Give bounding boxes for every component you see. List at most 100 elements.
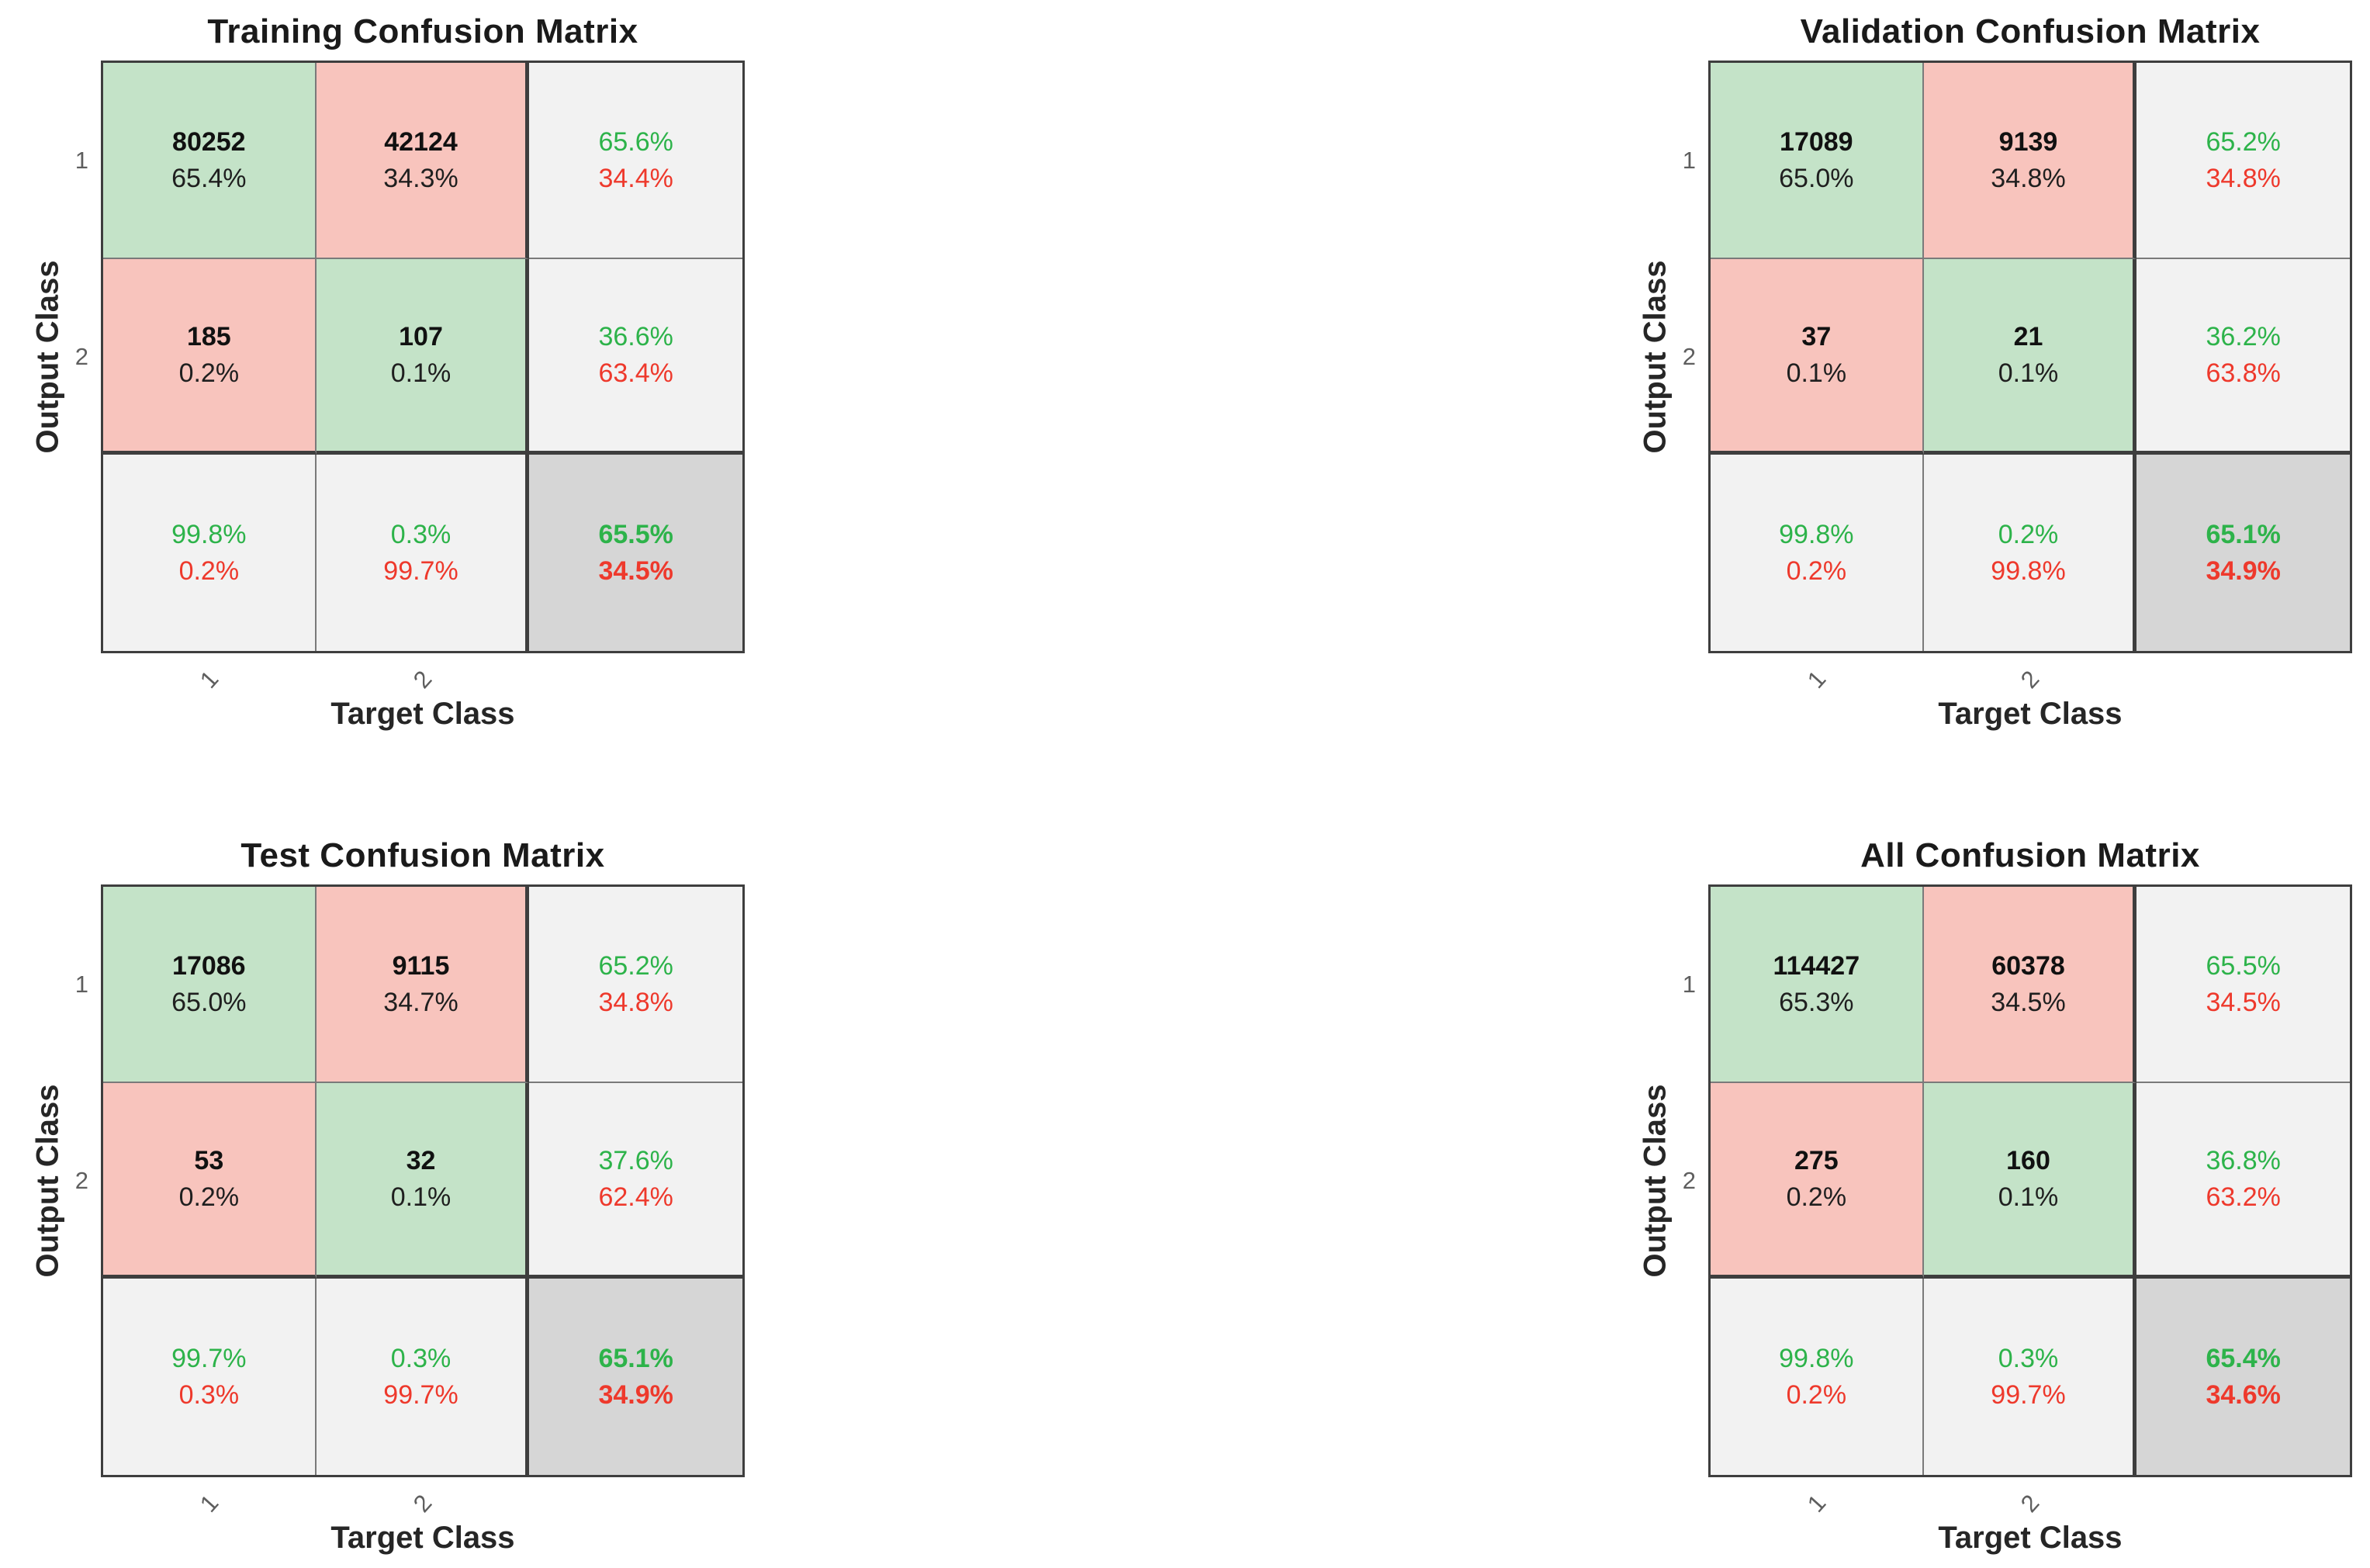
row1-summary-cell: 65.2% 34.8%	[2136, 63, 2350, 259]
cell-percent: 0.1%	[390, 358, 452, 388]
cell-count: 9139	[1998, 126, 2058, 157]
x-axis-label: Target Class	[1938, 1521, 2123, 1555]
summary-percent-green: 65.6%	[598, 126, 673, 157]
cell-count: 9115	[392, 950, 450, 981]
row1-summary-cell: 65.5% 34.5%	[2136, 887, 2350, 1083]
y-tick-label-2: 2	[74, 1167, 88, 1194]
summary-percent-red: 34.5%	[2206, 987, 2281, 1017]
cell-output1-target2: 9139 34.8%	[1923, 63, 2137, 259]
summary-percent-green: 36.8%	[2206, 1145, 2281, 1175]
y-axis-label: Output Class	[1638, 1084, 1673, 1278]
x-tick-label-1: 1	[194, 665, 224, 694]
cell-output2-target2: 21 0.1%	[1923, 258, 2137, 455]
cell-percent: 65.4%	[171, 163, 247, 193]
x-tick-label-2: 2	[407, 665, 438, 694]
cell-output2-target1: 53 0.2%	[103, 1082, 317, 1279]
overall-summary-cell: 65.5% 34.5%	[529, 455, 742, 651]
cell-count: 80252	[172, 126, 246, 157]
cell-count: 160	[2006, 1145, 2050, 1175]
summary-percent-green: 37.6%	[598, 1145, 673, 1175]
summary-percent-red: 0.2%	[1786, 556, 1847, 587]
summary-percent-green: 65.2%	[2206, 126, 2281, 157]
cell-output2-target2: 107 0.1%	[316, 258, 530, 455]
cell-percent: 65.0%	[1779, 163, 1854, 193]
confusion-matrix-grid: 80252 65.4% 42124 34.3% 65.6% 34.4% 185 …	[101, 61, 745, 653]
x-axis-ticks: 1 2	[1708, 653, 2352, 697]
y-tick-label-1: 1	[1682, 147, 1696, 174]
col1-summary-cell: 99.7% 0.3%	[103, 1279, 317, 1475]
x-axis-ticks: 1 2	[101, 1477, 745, 1521]
summary-percent-red: 63.8%	[2206, 358, 2281, 388]
cell-output2-target2: 32 0.1%	[316, 1082, 530, 1279]
cell-percent: 34.5%	[1991, 987, 2066, 1017]
cell-percent: 65.0%	[171, 987, 247, 1017]
summary-percent-red: 99.7%	[383, 556, 458, 587]
x-tick-label-2: 2	[2015, 665, 2045, 694]
cell-percent: 0.1%	[1998, 358, 2059, 388]
x-axis-label: Target Class	[330, 697, 515, 731]
cell-output1-target2: 9115 34.7%	[316, 887, 530, 1083]
summary-percent-green: 0.3%	[390, 1343, 452, 1373]
col2-summary-cell: 0.3% 99.7%	[316, 1279, 530, 1475]
chart-title: Training Confusion Matrix	[207, 12, 638, 50]
overall-percent-green: 65.4%	[2206, 1343, 2281, 1373]
chart-title: Validation Confusion Matrix	[1800, 12, 2261, 50]
cell-count: 17089	[1780, 126, 1853, 157]
cell-count: 32	[406, 1145, 436, 1175]
col2-summary-cell: 0.3% 99.7%	[316, 455, 530, 651]
confusion-matrix-grid: 17086 65.0% 9115 34.7% 65.2% 34.8% 53 0.…	[101, 884, 745, 1477]
cell-percent: 0.1%	[1998, 1182, 2059, 1212]
summary-percent-green: 0.2%	[1998, 519, 2059, 549]
cell-count: 53	[194, 1145, 224, 1175]
row1-summary-cell: 65.6% 34.4%	[529, 63, 742, 259]
summary-percent-green: 65.2%	[598, 950, 673, 981]
cell-output1-target1: 114427 65.3%	[1711, 887, 1924, 1083]
summary-percent-green: 65.5%	[2206, 950, 2281, 981]
cell-percent: 0.1%	[1786, 358, 1847, 388]
x-tick-label-2: 2	[407, 1489, 438, 1518]
all-confusion-matrix-panel: All Confusion Matrix Output Class 1 2 11…	[1623, 836, 2360, 1556]
cell-count: 185	[186, 321, 231, 351]
overall-summary-cell: 65.1% 34.9%	[529, 1279, 742, 1475]
col2-summary-cell: 0.3% 99.7%	[1923, 1279, 2137, 1475]
cell-output1-target2: 60378 34.5%	[1923, 887, 2137, 1083]
overall-percent-green: 65.5%	[598, 519, 673, 549]
summary-percent-green: 99.8%	[1779, 1343, 1854, 1373]
row2-summary-cell: 36.8% 63.2%	[2136, 1082, 2350, 1279]
cell-percent: 0.1%	[390, 1182, 452, 1212]
y-tick-label-1: 1	[74, 147, 88, 174]
summary-percent-green: 0.3%	[390, 519, 452, 549]
overall-percent-red: 34.9%	[598, 1380, 673, 1411]
y-axis-label: Output Class	[30, 260, 65, 454]
x-axis-ticks: 1 2	[101, 653, 745, 697]
y-axis-label: Output Class	[30, 1084, 65, 1278]
summary-percent-green: 36.6%	[598, 321, 673, 351]
cell-percent: 0.2%	[178, 358, 240, 388]
cell-count: 42124	[384, 126, 458, 157]
summary-percent-red: 63.4%	[598, 358, 673, 388]
cell-percent: 34.8%	[1991, 163, 2066, 193]
x-axis-label: Target Class	[1938, 697, 2123, 731]
summary-percent-red: 99.8%	[1991, 556, 2066, 587]
x-tick-label-1: 1	[1801, 1489, 1832, 1518]
y-axis-gutter: Output Class 1 2	[1623, 884, 1708, 1477]
summary-percent-red: 0.2%	[1786, 1380, 1847, 1411]
y-tick-label-1: 1	[74, 971, 88, 998]
summary-percent-red: 99.7%	[1991, 1380, 2066, 1411]
row2-summary-cell: 37.6% 62.4%	[529, 1082, 742, 1279]
y-tick-label-2: 2	[1682, 1167, 1696, 1194]
x-axis-label: Target Class	[330, 1521, 515, 1555]
test-confusion-matrix-panel: Test Confusion Matrix Output Class 1 2 1…	[16, 836, 753, 1556]
cell-count: 114427	[1773, 950, 1860, 981]
overall-percent-red: 34.9%	[2206, 556, 2281, 587]
summary-percent-red: 63.2%	[2206, 1182, 2281, 1212]
confusion-matrix-grid: 114427 65.3% 60378 34.5% 65.5% 34.5% 275…	[1708, 884, 2352, 1477]
cell-count: 17086	[172, 950, 246, 981]
cell-output1-target1: 80252 65.4%	[103, 63, 317, 259]
cell-output2-target1: 185 0.2%	[103, 258, 317, 455]
cell-count: 37	[1801, 321, 1832, 351]
overall-percent-green: 65.1%	[2206, 519, 2281, 549]
overall-percent-red: 34.5%	[598, 556, 673, 587]
cell-count: 275	[1794, 1145, 1839, 1175]
